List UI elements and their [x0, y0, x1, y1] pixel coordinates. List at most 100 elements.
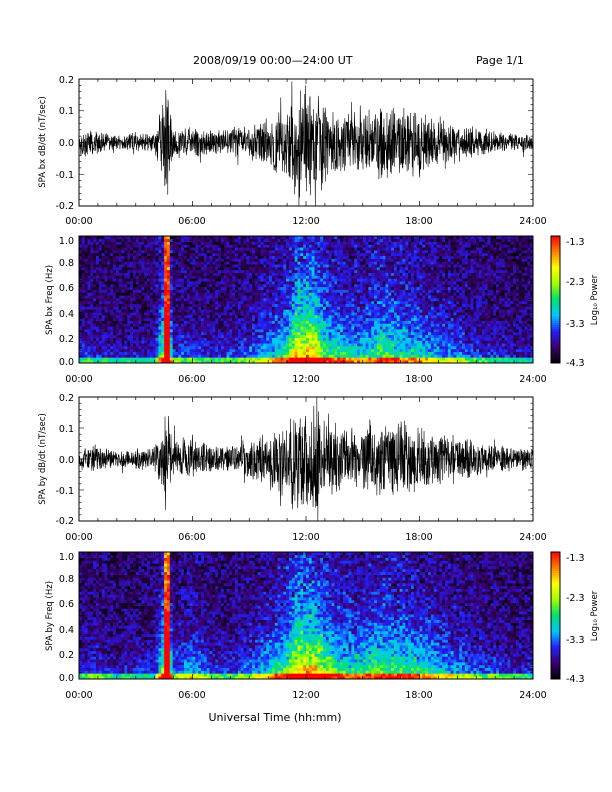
- spectrogram-cell: [257, 241, 261, 245]
- spectrogram-cell: [288, 244, 293, 248]
- spectrogram-cell: [300, 289, 304, 293]
- spectrogram-cell: [107, 329, 111, 333]
- spectrogram-cell: [263, 315, 267, 319]
- spectrogram-cell: [306, 354, 310, 358]
- spectrogram-cell: [325, 261, 329, 265]
- spectrogram-cell: [337, 360, 341, 364]
- spectrogram-cell: [186, 354, 190, 358]
- spectrogram-cell: [294, 340, 298, 344]
- spectrogram-cell: [243, 343, 247, 347]
- spectrogram-cell: [226, 340, 230, 344]
- spectrogram-cell: [252, 343, 256, 347]
- spectrogram-cell: [118, 303, 122, 307]
- spectrogram-cell: [172, 283, 176, 288]
- spectrogram-cell: [303, 354, 307, 358]
- spectrogram-cell: [308, 354, 312, 358]
- spectrogram-cell: [240, 236, 244, 240]
- spectrogram-cell: [345, 250, 349, 254]
- spectrogram-cell: [286, 252, 290, 257]
- spectrogram-cell: [351, 286, 355, 290]
- spectrogram-cell: [328, 326, 332, 330]
- spectrogram-cell: [283, 236, 287, 240]
- spectrogram-cell: [257, 320, 261, 324]
- spectrogram-cell: [359, 312, 364, 316]
- spectrogram-cell: [277, 241, 281, 245]
- spectrogram-cell: [351, 346, 355, 350]
- spectrogram-cell: [104, 357, 108, 361]
- spectrogram-cell: [98, 236, 102, 240]
- spectrogram-cell: [141, 351, 145, 355]
- spectrogram-cell: [325, 238, 329, 242]
- spectrogram-cell: [201, 264, 205, 268]
- spectrogram-cell: [161, 275, 165, 279]
- spectrogram-cell: [348, 244, 352, 248]
- spectrogram-cell: [166, 272, 171, 276]
- spectrogram-cell: [260, 346, 264, 350]
- spectrogram-cell: [203, 317, 207, 321]
- spectrogram-cell: [348, 252, 352, 257]
- spectrogram-cell: [297, 298, 301, 302]
- spectrogram-cell: [314, 236, 318, 240]
- spectrogram-cell: [206, 346, 210, 350]
- spectrogram-cell: [311, 317, 315, 321]
- spectrogram-cell: [195, 269, 199, 273]
- spectrogram-cell: [175, 298, 179, 302]
- spectrogram-cell: [127, 298, 131, 302]
- spectrogram-cell: [254, 286, 259, 290]
- spectrogram-cell: [325, 346, 329, 350]
- spectrogram-cell: [291, 238, 295, 242]
- spectrogram-cell: [323, 272, 327, 276]
- spectrogram-cell: [218, 241, 222, 245]
- spectrogram-cell: [215, 286, 219, 290]
- spectrogram-cell: [206, 329, 210, 333]
- spectrogram-cell: [149, 283, 154, 288]
- spectrogram-cell: [271, 244, 276, 248]
- spectrogram-cell: [283, 357, 287, 361]
- spectrogram-cell: [183, 292, 188, 296]
- spectrogram-cell: [331, 295, 335, 299]
- spectrogram-cell: [325, 300, 329, 305]
- spectrogram-cell: [203, 241, 207, 245]
- spectrogram-cell: [348, 303, 352, 307]
- spectrogram-cell: [246, 250, 250, 254]
- spectrogram-cell: [195, 315, 199, 319]
- spectrogram-cell: [127, 283, 131, 288]
- spectrogram-cell: [348, 267, 352, 271]
- spectrogram-cell: [192, 298, 196, 302]
- spectrogram-cell: [147, 241, 151, 245]
- spectrogram-cell: [132, 267, 137, 271]
- spectrogram-cell: [93, 244, 97, 248]
- spectrogram-cell: [354, 269, 358, 273]
- spectrogram-cell: [155, 360, 159, 364]
- spectrogram-cell: [365, 326, 369, 330]
- spectrogram-cell: [161, 281, 165, 285]
- spectrogram-cell: [348, 250, 352, 254]
- spectrogram-cell: [84, 281, 88, 285]
- spectrogram-cell: [357, 292, 361, 296]
- spectrogram-cell: [115, 292, 120, 296]
- spectrogram-cell: [254, 334, 259, 338]
- spectrogram-cell: [118, 283, 122, 288]
- spectrogram-cell: [98, 312, 102, 316]
- spectrogram-cell: [254, 281, 259, 285]
- spectrogram-cell: [90, 298, 94, 302]
- spectrogram-cell: [161, 244, 165, 248]
- spectrogram-cell: [172, 323, 176, 327]
- spectrogram-cell: [130, 281, 134, 285]
- spectrogram-cell: [351, 312, 355, 316]
- spectrogram-cell: [371, 300, 375, 305]
- spectrogram-cell: [303, 329, 307, 333]
- spectrogram-cell: [317, 281, 321, 285]
- spectrogram-cell: [362, 329, 366, 333]
- spectrogram-cell: [189, 315, 193, 319]
- spectrogram-cell: [149, 258, 154, 262]
- spectrogram-cell: [271, 261, 276, 265]
- spectrogram-cell: [263, 250, 267, 254]
- spectrogram-cell: [294, 289, 298, 293]
- spectrogram-cell: [110, 267, 114, 271]
- spectrogram-cell: [104, 286, 108, 290]
- spectrogram-cell: [209, 278, 213, 282]
- spectrogram-cell: [306, 348, 310, 353]
- spectrogram-cell: [254, 348, 259, 353]
- spectrogram-cell: [257, 348, 261, 353]
